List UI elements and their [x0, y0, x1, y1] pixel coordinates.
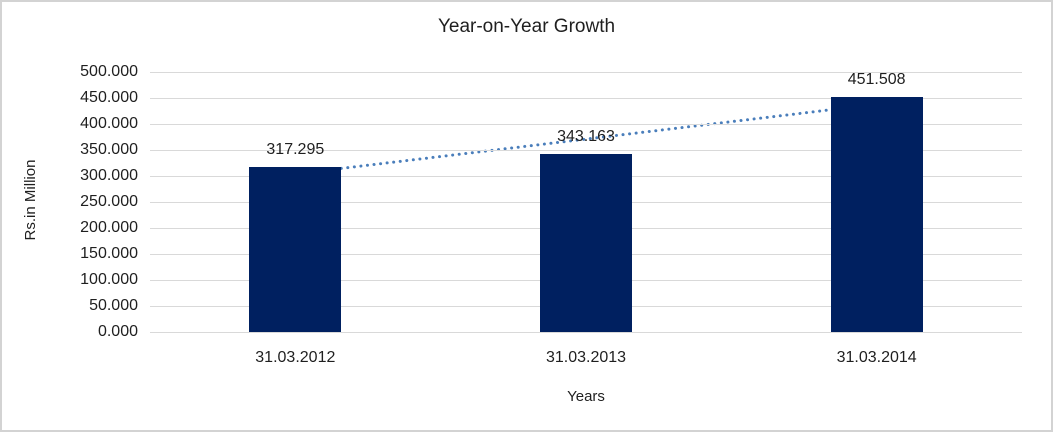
bar-value-label: 317.295: [266, 141, 325, 158]
gridline: [150, 97, 1022, 99]
y-tick-label: 200.000: [80, 219, 138, 236]
y-tick-label: 500.000: [80, 63, 138, 80]
gridline: [150, 149, 1022, 151]
y-tick-label: 100.000: [80, 271, 138, 288]
gridline: [150, 71, 1022, 73]
y-tick-label: 50.000: [89, 297, 138, 314]
x-tick-label: 31.03.2014: [836, 349, 917, 366]
x-tick-label: 31.03.2013: [545, 349, 627, 366]
y-tick-label: 350.000: [80, 141, 138, 158]
bar: [540, 153, 632, 332]
y-tick-label: 150.000: [80, 245, 138, 262]
bar-value-label: 451.508: [847, 71, 906, 89]
y-tick-label: 300.000: [80, 167, 138, 184]
gridline: [150, 331, 1022, 333]
gridline: [150, 123, 1022, 125]
bar: [830, 97, 923, 332]
x-tick-label: 31.03.2012: [255, 349, 336, 366]
bar: [249, 167, 342, 332]
y-tick-label: 400.000: [80, 115, 138, 132]
bar-value-label: 343.163: [557, 127, 615, 145]
y-tick-label: 0.000: [97, 323, 138, 340]
x-axis-title: Years: [567, 388, 605, 405]
y-tick-label: 250.000: [80, 193, 138, 210]
y-tick-label: 450.000: [80, 89, 138, 106]
chart-title: Year-on-Year Growth: [437, 16, 616, 37]
